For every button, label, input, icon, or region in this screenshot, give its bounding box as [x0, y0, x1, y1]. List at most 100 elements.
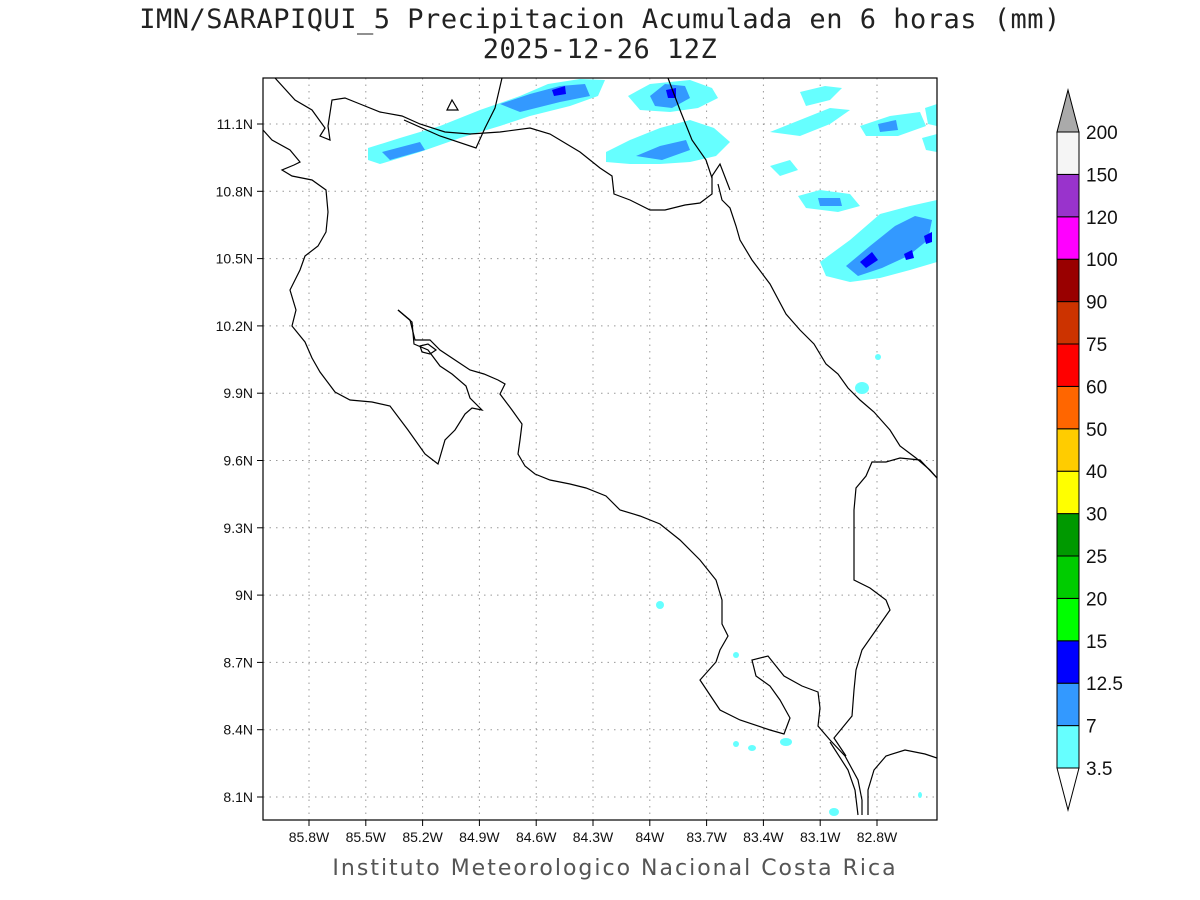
- coastlines: [263, 78, 937, 816]
- precip-area-light: [770, 108, 850, 136]
- colorbar-segment: [1056, 343, 1080, 387]
- lake-nicaragua-shore: [274, 78, 731, 211]
- precip-area-heavy: [860, 252, 878, 268]
- colorbar-segment: [1056, 216, 1080, 260]
- precip-cell: [733, 652, 739, 658]
- lat-label: 9.3N: [223, 520, 253, 536]
- colorbar-segment: [1056, 131, 1080, 175]
- gulf-nicoya: [397, 309, 863, 815]
- lon-label: 83.1W: [800, 829, 841, 845]
- colorbar-segment: [1056, 597, 1080, 642]
- colorbar-segment: [1056, 428, 1080, 472]
- lon-label: 82.8W: [857, 829, 898, 845]
- lat-label: 9N: [235, 587, 253, 603]
- lon-label: 84.9W: [459, 829, 500, 845]
- colorbar-segment: [1056, 258, 1080, 303]
- colorbar-label: 150: [1086, 165, 1118, 186]
- country-border: [667, 78, 713, 179]
- latitude-labels: 11.1N 10.8N 10.5N 10.2N 9.9N 9.6N 9.3N 9N 8.7N 8.…: [216, 116, 253, 805]
- precipitation-overlay: [368, 79, 937, 816]
- colorbar-label: 3.5: [1086, 759, 1112, 780]
- lat-label: 8.1N: [223, 789, 253, 805]
- colorbar-label: 50: [1086, 420, 1107, 441]
- colorbar-label: 60: [1086, 377, 1107, 398]
- nicoya-island: [419, 343, 438, 355]
- precip-cell: [855, 382, 869, 394]
- colorbar-label: 25: [1086, 547, 1107, 568]
- precip-area-medium: [500, 84, 590, 112]
- panama-coast: [867, 749, 937, 815]
- lat-label: 10.8N: [216, 183, 253, 199]
- precip-colorbar: 3.5 7 12.5 15 20 25 30 40 50 60 75 90 100 120 150 200: [1056, 88, 1123, 812]
- precip-area-heavy: [904, 250, 914, 260]
- country-border: [403, 78, 503, 149]
- lon-label: 83.4W: [743, 829, 784, 845]
- colorbar-min-triangle: [1056, 767, 1080, 812]
- precip-area-light: [922, 134, 937, 152]
- colorbar-max-triangle: [1056, 88, 1080, 133]
- precip-area-light: [925, 104, 937, 126]
- colorbar-label: 75: [1086, 335, 1107, 356]
- colorbar-label: 100: [1086, 250, 1118, 271]
- colorbar-label: 200: [1086, 123, 1118, 144]
- colorbar-label: 15: [1086, 632, 1107, 653]
- lon-label: 84.3W: [573, 829, 614, 845]
- lon-label: 85.5W: [346, 829, 387, 845]
- precip-cell: [780, 738, 792, 746]
- precip-cell: [918, 792, 922, 798]
- lat-label: 10.5N: [216, 251, 253, 267]
- lon-label: 84.6W: [516, 829, 557, 845]
- precip-cell: [875, 354, 881, 360]
- colorbar-segment: [1056, 725, 1080, 769]
- colorbar-label: 30: [1086, 505, 1107, 526]
- precip-cell: [829, 808, 839, 816]
- lat-label: 9.6N: [223, 453, 253, 469]
- precip-cell: [733, 741, 739, 747]
- lon-label: 84W: [635, 829, 665, 845]
- colorbar-label: 7: [1086, 717, 1097, 738]
- lon-label: 85.8W: [289, 829, 330, 845]
- precip-area-heavy: [552, 86, 566, 96]
- lat-label: 9.9N: [223, 385, 253, 401]
- lat-label: 8.4N: [223, 722, 253, 738]
- precip-area-light: [606, 120, 730, 164]
- precip-area-light: [800, 86, 842, 106]
- precip-cell: [748, 745, 756, 751]
- map-subtitle: 2025-12-26 12Z: [482, 34, 718, 65]
- burica-peninsula: [829, 741, 859, 816]
- map-frame: [262, 77, 938, 821]
- pacific-coast: [263, 129, 484, 466]
- precip-area-heavy: [924, 232, 932, 244]
- colorbar-segment: [1056, 682, 1080, 727]
- map-title: IMN/SARAPIQUI_5 Precipitacion Acumulada …: [139, 4, 1061, 35]
- lake-island: [446, 98, 460, 111]
- precip-area-medium: [878, 120, 898, 132]
- map-ticks: [257, 123, 878, 826]
- lon-label: 83.7W: [686, 829, 727, 845]
- colorbar-segment: [1056, 640, 1080, 684]
- colorbar-label: 12.5: [1086, 674, 1123, 695]
- lat-label: 11.1N: [217, 116, 253, 132]
- colorbar-segment: [1056, 513, 1080, 557]
- precip-area-medium: [636, 140, 690, 160]
- colorbar-label: 20: [1086, 589, 1107, 610]
- precip-area-heavy: [666, 88, 676, 98]
- colorbar-segment: [1056, 385, 1080, 430]
- cr-panama-border: [833, 457, 937, 757]
- longitude-labels: 85.8W 85.5W 85.2W 84.9W 84.6W 84.3W 84W 83.7W 83…: [289, 829, 898, 845]
- precip-area-medium: [818, 198, 842, 206]
- precip-cell: [656, 601, 664, 609]
- lat-label: 10.2N: [216, 318, 253, 334]
- colorbar-label: 90: [1086, 293, 1107, 314]
- map-grid: [263, 78, 937, 820]
- precip-area-light: [770, 160, 798, 176]
- colorbar-segment: [1056, 173, 1080, 218]
- precip-area-medium: [382, 142, 425, 160]
- colorbar-segment: [1056, 470, 1080, 515]
- map-footer: Instituto Meteorologico Nacional Costa R…: [332, 856, 898, 881]
- colorbar-segment: [1056, 555, 1080, 599]
- colorbar-label: 40: [1086, 462, 1107, 483]
- lon-label: 85.2W: [402, 829, 443, 845]
- colorbar-label: 120: [1086, 208, 1118, 229]
